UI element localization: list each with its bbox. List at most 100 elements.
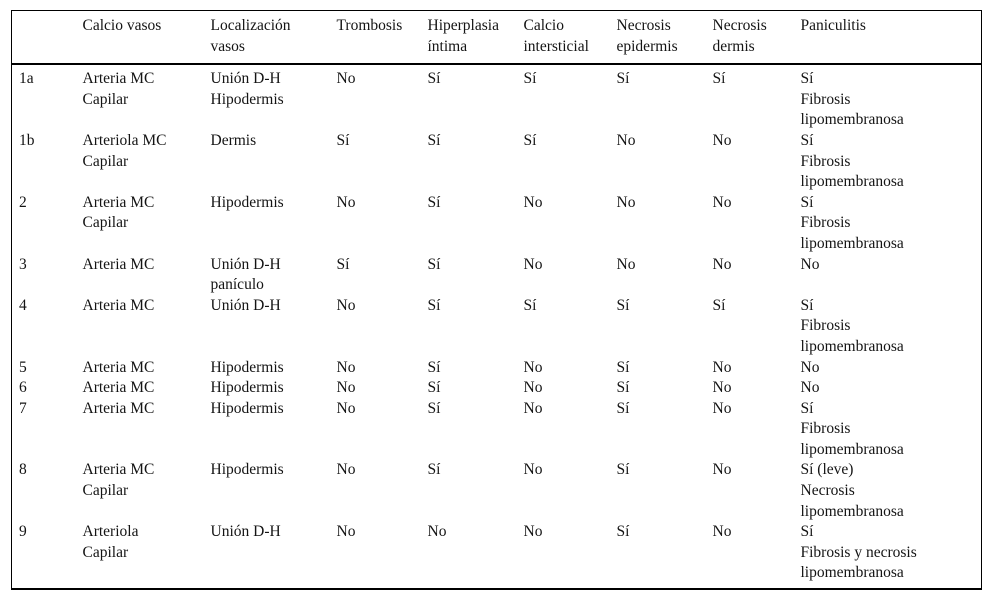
table-cell: No [616, 255, 636, 273]
table-cell: Sí Fibrosis lipomembranosa [800, 193, 904, 252]
table-cell: Sí [523, 296, 537, 314]
table-cell: No [712, 193, 732, 211]
table-cell: No [523, 358, 543, 376]
header-row: Calcio vasos Localización vasos Trombosis H… [11, 10, 982, 66]
column-header: Hiperplasia íntima [427, 10, 524, 66]
table-cell: No [523, 193, 543, 211]
table-cell: Sí [616, 379, 630, 397]
table-cell: Sí Fibrosis lipomembranosa [800, 131, 904, 191]
table-row: 3 Arteria MC Unión D-H panículo Sí Sí No No No N… [12, 255, 982, 296]
column-header: Necrosis dermis [712, 10, 801, 66]
row-id: 4 [19, 296, 27, 314]
table-cell: Sí Fibrosis y necrosis lipomembranosa [800, 523, 917, 582]
table-cell: Arteriola Capilar [82, 523, 139, 561]
table-cell: Sí [336, 255, 350, 273]
table-cell: Sí (leve) Necrosis lipomembranosa [800, 461, 904, 520]
column-header: Necrosis epidermis [616, 10, 713, 66]
table-cell: Sí [616, 461, 630, 479]
table-cell: Hipodermis [210, 193, 284, 211]
table-cell: No [336, 399, 356, 417]
table-cell: Sí [523, 70, 537, 88]
table-cell: No [712, 131, 732, 149]
table-cell: Dermis [210, 131, 257, 149]
table-cell: Sí [336, 131, 350, 149]
table-cell: No [523, 379, 543, 397]
row-id: 1b [19, 131, 35, 149]
table-cell: Sí [427, 461, 441, 479]
table-cell: No [336, 193, 356, 211]
row-id: 2 [19, 193, 27, 211]
table-cell: Sí [427, 255, 441, 273]
row-id: 1a [19, 70, 34, 88]
table-cell: Sí [523, 131, 537, 149]
table-cell: Sí [427, 70, 441, 88]
row-id: 5 [19, 358, 27, 376]
table-row: 5 Arteria MC Hipodermis No Sí No Sí No No [12, 358, 982, 379]
column-header: Trombosis [336, 10, 428, 66]
table-cell: Arteria MC Capilar [82, 70, 155, 108]
table-cell: No [523, 523, 543, 541]
table-cell: No [616, 193, 636, 211]
table-cell: No [336, 523, 356, 541]
table-cell: No [800, 358, 820, 376]
table-cell: Arteria MC [82, 296, 155, 314]
table-cell: Arteria MC [82, 255, 155, 273]
table-cell: Sí [427, 358, 441, 376]
table-cell: Unión D-H [210, 296, 281, 314]
table-cell: No [336, 461, 356, 479]
table-row: 6 Arteria MC Hipodermis No Sí No Sí No No [12, 378, 982, 399]
table-cell: Sí [616, 70, 630, 88]
table-cell: No [523, 461, 543, 479]
table-row: 4 Arteria MC Unión D-H No Sí Sí Sí Sí Sí Fibrosi… [12, 296, 982, 358]
table-cell: No [523, 399, 543, 417]
table-row: 1b Arteriola MC Capilar Dermis Sí Sí Sí No No Sí… [12, 131, 982, 193]
table-cell: No [616, 131, 636, 149]
table-cell: No [712, 358, 732, 376]
table-cell: Arteria MC Capilar [82, 461, 155, 500]
column-header: Calcio intersticial [523, 10, 617, 66]
table-cell: No [336, 296, 356, 314]
row-id: 7 [19, 399, 27, 417]
table-cell: Sí [427, 193, 441, 211]
table-cell: Arteria MC [82, 358, 155, 376]
table-cell: Sí Fibrosis lipomembranosa [800, 296, 904, 355]
table-cell: Sí [427, 131, 441, 149]
table-cell: Sí [616, 399, 630, 417]
table-cell: Unión D-H Hipodermis [210, 70, 284, 108]
table-row: 9 Arteriola Capilar Unión D-H No No No Sí No Sí … [12, 522, 982, 589]
table-cell: Sí Fibrosis lipomembranosa [800, 70, 904, 129]
table-cell: No [336, 70, 356, 88]
table-row: 8 Arteria MC Capilar Hipodermis No Sí No Sí No S… [12, 460, 982, 522]
table-cell: Hipodermis [210, 358, 284, 376]
table-cell: Sí [427, 399, 441, 417]
table-cell: No [712, 379, 732, 397]
table-cell: No [800, 255, 820, 273]
table-cell: Arteria MC [82, 379, 155, 397]
table-cell: Sí [712, 296, 726, 314]
table-row: 2 Arteria MC Capilar Hipodermis No Sí No No No S… [12, 193, 982, 255]
table-row: 7 Arteria MC Hipodermis No Sí No Sí No Sí Fibros… [12, 399, 982, 461]
table-cell: Arteriola MC Capilar [82, 131, 167, 170]
table-cell: Hipodermis [210, 379, 284, 397]
table-cell: Sí [427, 296, 441, 314]
row-id: 3 [19, 255, 27, 273]
row-id: 6 [19, 379, 27, 397]
table-cell: Arteria MC Capilar [82, 193, 155, 232]
table-cell: No [712, 255, 732, 273]
table-cell: No [336, 358, 356, 376]
table-cell: Unión D-H [210, 523, 281, 541]
table-cell: No [712, 461, 732, 479]
row-id: 8 [19, 461, 27, 479]
column-header: Calcio vasos [82, 10, 211, 66]
table-cell: Sí Fibrosis lipomembranosa [800, 399, 904, 458]
table-cell: Sí [427, 379, 441, 397]
table-cell: No [427, 523, 447, 541]
table-cell: No [712, 399, 732, 417]
row-id: 9 [19, 523, 27, 541]
table-cell: Sí [712, 70, 726, 88]
table-cell: No [712, 523, 732, 541]
table-cell: Sí [616, 523, 630, 541]
table-cell: Hipodermis [210, 399, 284, 417]
table-cell: No [336, 379, 356, 397]
histopathology-table: Calcio vasos Localización vasos Trombosis H… [11, 10, 982, 591]
